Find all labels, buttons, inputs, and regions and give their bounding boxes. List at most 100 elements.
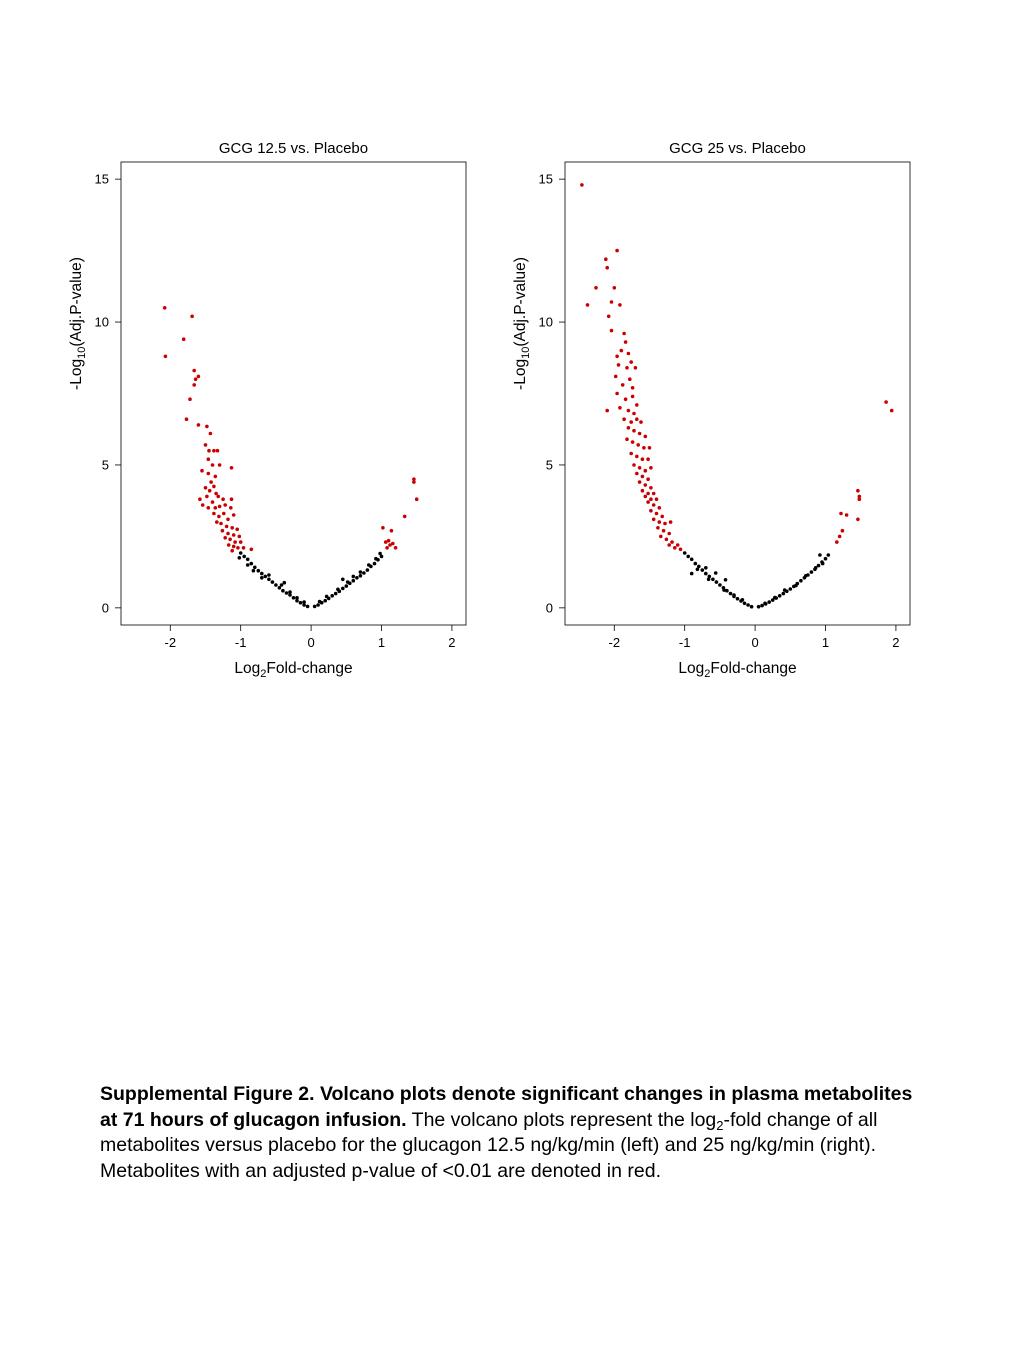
data-point [642,446,646,450]
data-point [305,604,310,609]
data-point [203,443,208,447]
data-point [217,463,222,467]
y-tick-label: 5 [546,457,553,472]
data-point [585,303,590,307]
x-tick-label: 2 [448,635,455,650]
series-not-significant [237,551,384,609]
data-point [412,480,416,484]
data-point [804,574,808,578]
data-point [711,577,715,582]
data-point [820,561,825,566]
data-point [414,497,419,502]
data-point [200,468,204,473]
data-point [654,511,659,516]
plot-frame [120,161,467,626]
x-tick-label: -2 [165,635,177,650]
x-tick-label: -1 [679,635,691,650]
data-point [402,514,407,519]
data-point [213,474,218,479]
data-point [700,568,705,572]
data-point [635,417,639,422]
data-point [341,586,345,591]
data-point [193,377,198,382]
data-point [625,437,629,442]
x-tick-label: 1 [822,635,829,650]
data-point [613,374,618,379]
data-point [184,417,189,422]
data-point [844,513,849,517]
data-point [723,578,728,582]
data-point [226,517,230,522]
data-point [222,511,226,516]
data-point [640,457,645,462]
data-point [659,534,663,539]
data-point [312,604,317,609]
chart-panel-1: GCG 12.5 vs. Placebo -2 -1 0 1 2 0 5 10 15 Log2Fol… [68,140,467,680]
data-point [823,556,828,561]
data-point [192,368,196,373]
data-point [742,601,747,606]
data-point [782,588,787,592]
data-point [605,265,609,270]
data-point [686,554,690,559]
data-point [637,480,642,484]
data-point [818,553,822,557]
series-significant [162,306,419,553]
data-point [317,599,322,604]
y-tick-label: 10 [95,315,109,330]
data-point [649,508,653,513]
data-point [630,440,635,444]
y-tick-label: 15 [95,172,109,187]
data-point [236,546,240,550]
data-point [609,300,614,304]
data-point [379,554,384,559]
data-point [636,443,640,447]
data-point [385,546,389,550]
data-point [316,603,320,607]
x-tick-label: -1 [235,635,247,650]
data-point [237,556,242,560]
data-point [190,314,194,319]
data-point [643,434,648,439]
data-point [374,556,378,561]
data-point [767,600,771,604]
data-point [238,551,243,555]
data-point [219,521,223,526]
data-point [646,457,650,462]
data-point [668,520,673,524]
data-point [606,314,611,319]
data-point [618,406,622,410]
data-point [217,514,221,519]
data-point [651,491,656,496]
data-point [229,466,234,470]
data-point [210,500,215,504]
data-point [378,551,382,556]
data-point [323,598,328,603]
data-point [245,557,250,562]
data-point [333,591,338,596]
data-point [288,590,292,594]
x-axis-label: Log2Fold-change [234,660,352,680]
data-point [220,528,225,533]
data-point [163,354,168,359]
caption-subscript: 2 [716,1117,724,1133]
data-point [646,477,650,482]
series-significant [580,183,894,552]
data-point [594,286,598,290]
data-point [813,566,818,570]
data-point [295,596,299,600]
data-point [856,517,860,522]
data-point [649,497,653,502]
data-point [206,457,211,462]
y-tick-label: 15 [539,172,553,187]
data-point [241,546,246,550]
data-point [228,537,232,542]
data-point [643,494,648,499]
data-point [298,600,303,605]
data-point [640,488,645,493]
chart-panel-2: GCG 25 vs. Placebo -2 -1 0 1 2 0 5 10 15 Log2Fold-… [512,140,911,680]
data-point [226,543,231,547]
data-point [657,520,662,524]
data-point [728,591,733,596]
data-point [788,587,793,591]
